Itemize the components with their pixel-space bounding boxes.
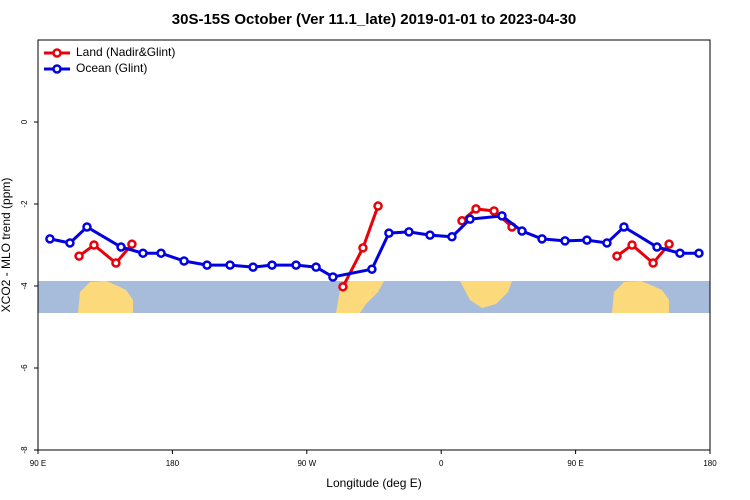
land-patch — [336, 281, 384, 313]
point — [582, 235, 592, 245]
point — [111, 258, 121, 268]
plot-frame — [37, 39, 711, 451]
point — [560, 236, 570, 246]
chart-title: 30S-15S October (Ver 11.1_late) 2019-01-… — [172, 11, 576, 28]
y-tick-label: -6 — [20, 364, 29, 372]
point — [367, 264, 377, 274]
point — [675, 248, 685, 258]
point — [248, 262, 258, 272]
point — [425, 230, 435, 240]
point — [116, 242, 126, 252]
point — [457, 216, 467, 226]
point — [447, 232, 457, 242]
point — [471, 204, 481, 214]
point — [82, 222, 92, 232]
point — [328, 272, 338, 282]
point — [311, 262, 321, 272]
x-tick-label: 180 — [703, 459, 717, 468]
y-tick-label: -8 — [20, 446, 29, 454]
point — [267, 260, 277, 270]
point — [517, 226, 527, 236]
legend-label: Ocean (Glint) — [76, 61, 147, 75]
point — [179, 256, 189, 266]
y-tick-label: -4 — [20, 282, 29, 290]
point — [65, 238, 75, 248]
land-patch — [78, 281, 133, 313]
point — [648, 258, 658, 268]
x-tick-label: 90 W — [297, 459, 316, 468]
x-tick-label: 90 E — [567, 459, 583, 468]
point — [612, 251, 622, 261]
point — [537, 234, 547, 244]
land-patch — [460, 281, 512, 308]
point — [373, 201, 383, 211]
point — [338, 282, 348, 292]
point — [489, 206, 499, 216]
y-tick-label: 0 — [20, 119, 29, 124]
y-axis-label: XCO2 - MLO trend (ppm) — [0, 178, 13, 313]
point — [291, 260, 301, 270]
point — [384, 228, 394, 238]
point — [694, 248, 704, 258]
point — [202, 260, 212, 270]
point — [627, 240, 637, 250]
x-tick-label: 0 — [439, 459, 444, 468]
point — [664, 239, 674, 249]
x-tick-label: 180 — [166, 459, 180, 468]
series-line — [78, 205, 671, 288]
y-tick-label: -2 — [20, 200, 29, 208]
point — [652, 242, 662, 252]
point — [156, 248, 166, 258]
point — [225, 260, 235, 270]
point — [45, 234, 55, 244]
legend-label: Land (Nadir&Glint) — [76, 45, 175, 59]
x-axis-label: Longitude (deg E) — [326, 476, 421, 490]
point — [619, 222, 629, 232]
point — [465, 214, 475, 224]
point — [358, 243, 368, 253]
point — [89, 240, 99, 250]
point — [74, 251, 84, 261]
point — [138, 248, 148, 258]
point — [127, 239, 137, 249]
x-tick-label: 90 E — [30, 459, 46, 468]
point — [404, 227, 414, 237]
legend-marker — [52, 64, 62, 74]
legend-marker — [52, 48, 62, 58]
point — [602, 238, 612, 248]
land-patch — [612, 281, 669, 313]
point — [497, 211, 507, 221]
map-strip — [38, 281, 710, 313]
